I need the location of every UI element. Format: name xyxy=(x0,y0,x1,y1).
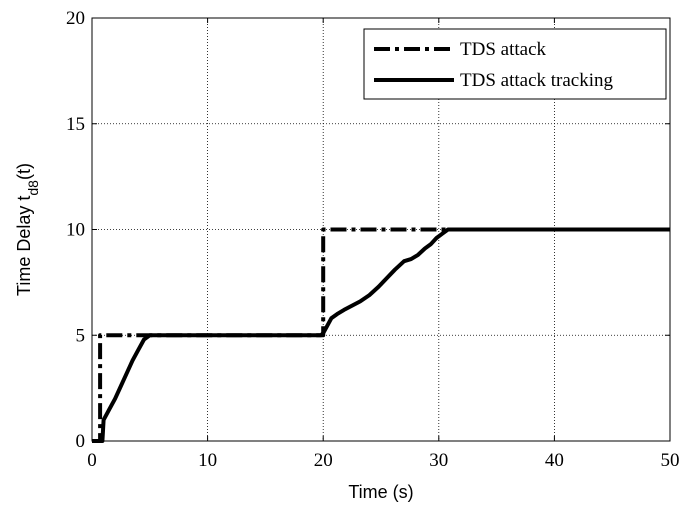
legend-label: TDS attack tracking xyxy=(460,70,614,91)
y-axis-label-main: Time Delay t xyxy=(14,196,34,296)
legend-box xyxy=(363,28,667,100)
x-tick-label: 20 xyxy=(314,450,333,471)
axis-ticks: 0 10 20 30 40 50 0 5 10 15 20 xyxy=(66,8,680,471)
y-axis-label: Time Delay td8(t) xyxy=(14,163,41,296)
series-line-2 xyxy=(92,227,670,443)
x-tick-label: 40 xyxy=(545,450,564,471)
x-axis-label: Time (s) xyxy=(348,482,413,502)
y-tick-label: 0 xyxy=(76,431,86,452)
legend-label: TDS attack xyxy=(460,39,547,60)
x-tick-label: 0 xyxy=(87,450,97,471)
y-tick-label: 20 xyxy=(66,8,85,29)
y-axis-label-suffix: (t) xyxy=(14,163,34,180)
y-axis-label-subscript: d8 xyxy=(25,180,41,196)
y-tick-label: 5 xyxy=(76,325,86,346)
x-tick-label: 50 xyxy=(661,450,680,471)
legend: TDS attack TDS attack tracking xyxy=(363,28,667,100)
x-tick-label: 10 xyxy=(198,450,217,471)
x-tick-label: 30 xyxy=(429,450,448,471)
y-tick-label: 10 xyxy=(66,220,85,241)
y-tick-label: 15 xyxy=(66,114,85,135)
